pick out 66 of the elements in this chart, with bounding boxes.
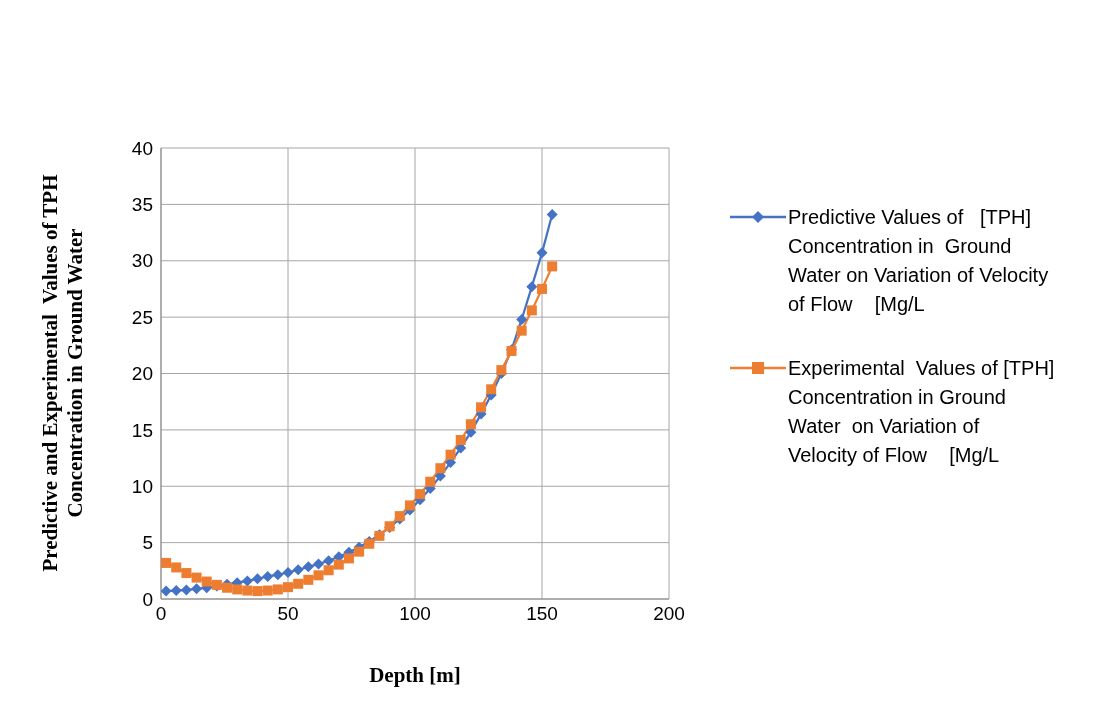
point xyxy=(292,564,304,576)
point xyxy=(415,489,426,500)
point xyxy=(282,567,294,578)
y-tick-label: 0 xyxy=(142,588,153,610)
y-tick-label: 30 xyxy=(131,250,153,272)
y-tick-label: 5 xyxy=(142,532,153,554)
point xyxy=(180,584,192,596)
point xyxy=(516,313,528,325)
point xyxy=(272,584,283,595)
point xyxy=(445,449,456,460)
point xyxy=(242,585,253,596)
point xyxy=(465,419,476,430)
x-tick-label: 100 xyxy=(399,603,431,625)
point xyxy=(404,500,415,511)
point xyxy=(425,476,436,487)
point xyxy=(161,585,172,597)
point xyxy=(252,586,263,597)
y-tick-label: 20 xyxy=(131,363,153,385)
point xyxy=(546,209,558,221)
point xyxy=(191,572,202,583)
point xyxy=(323,565,334,576)
point xyxy=(312,558,324,570)
point xyxy=(537,283,547,294)
point xyxy=(161,557,172,568)
point xyxy=(170,585,182,597)
point xyxy=(333,559,344,570)
point xyxy=(476,402,487,413)
point xyxy=(171,562,182,573)
y-axis-title: Predictive and Experimental Values of TPH Concentration in Ground Water xyxy=(38,173,88,574)
point xyxy=(293,578,304,589)
y-tick-label: 10 xyxy=(131,475,153,497)
x-tick-label: 150 xyxy=(526,603,558,625)
point xyxy=(262,585,273,596)
point xyxy=(455,435,466,446)
legend-label: Predictive Values of [TPH] Concentration in Ground Water on Variation of Velocity of Flow [Mg/L xyxy=(788,205,1050,317)
point xyxy=(486,384,497,395)
point xyxy=(191,583,203,595)
point xyxy=(222,582,233,593)
point xyxy=(181,568,192,579)
point xyxy=(262,570,274,582)
point xyxy=(252,573,264,585)
point xyxy=(201,576,212,587)
point xyxy=(536,247,548,259)
point xyxy=(354,546,365,557)
legend-label: Experimental Values of [TPH] Concentration in Ground Water on Variation of Velocity of Flow [Mg/L xyxy=(788,356,1056,468)
point xyxy=(516,325,527,336)
x-tick-label: 50 xyxy=(277,603,299,625)
y-tick-label: 25 xyxy=(131,306,153,328)
point xyxy=(283,582,293,593)
point xyxy=(547,261,558,272)
point xyxy=(303,574,314,585)
point xyxy=(302,561,314,573)
y-tick-label: 40 xyxy=(131,137,153,159)
point xyxy=(526,305,537,316)
point xyxy=(313,570,324,581)
point xyxy=(241,575,253,587)
point xyxy=(343,553,354,564)
point xyxy=(232,584,243,595)
y-tick-label: 15 xyxy=(131,419,153,441)
point xyxy=(272,569,284,581)
x-tick-label: 200 xyxy=(653,603,685,625)
x-axis-title: Depth [m] xyxy=(368,663,462,688)
point xyxy=(435,463,446,474)
point xyxy=(526,281,538,293)
y-tick-label: 35 xyxy=(131,194,153,216)
point xyxy=(323,555,335,567)
